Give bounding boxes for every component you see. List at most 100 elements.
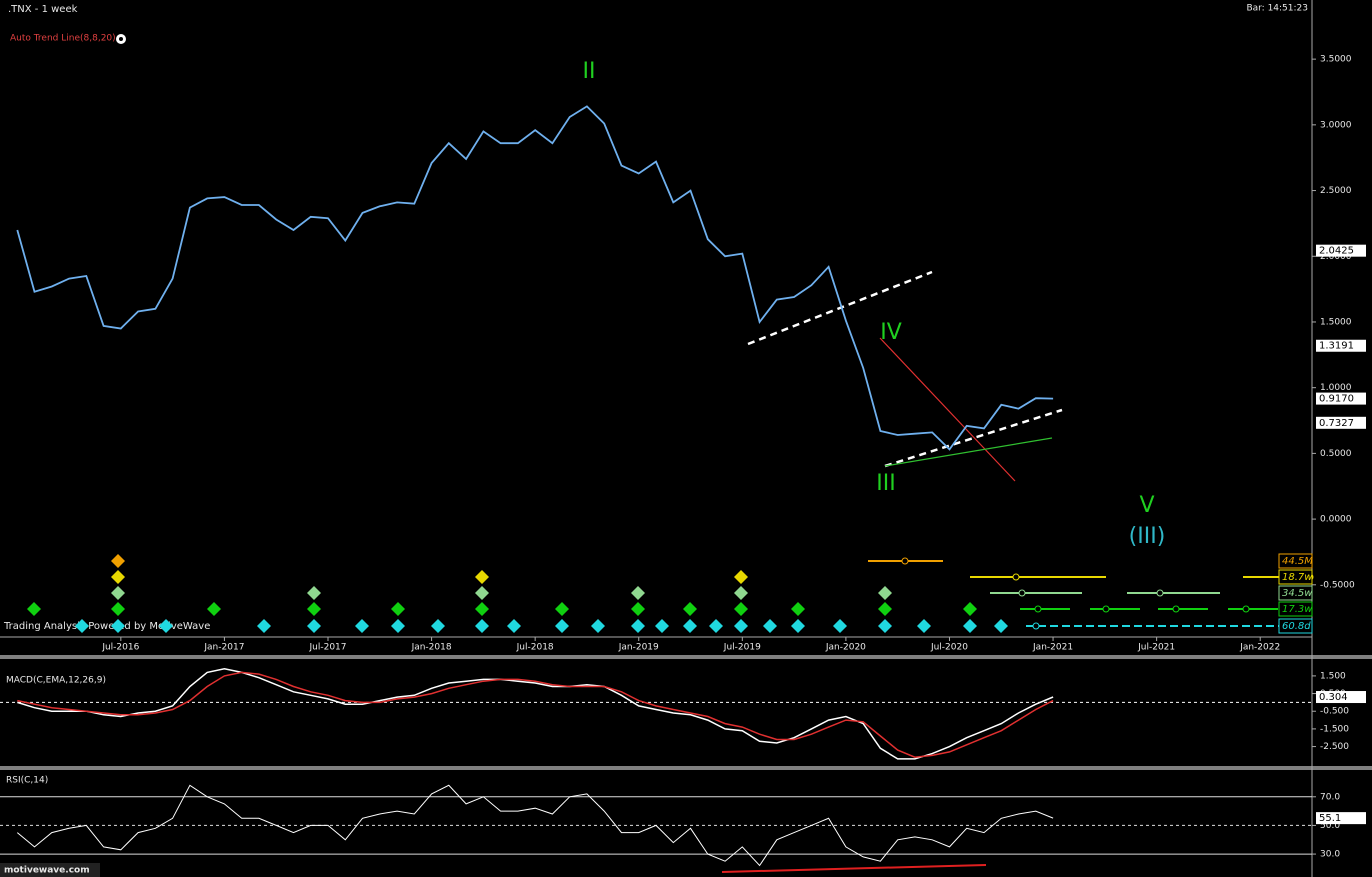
cycle-label: 18.7w (1282, 572, 1313, 583)
cycle-diamond (307, 602, 321, 616)
cycle-diamond (994, 619, 1008, 633)
logo-box (0, 863, 100, 877)
cycle-point (901, 557, 909, 565)
value-box (1316, 416, 1366, 429)
cycle-diamond (475, 570, 489, 584)
cycle-diamond (791, 619, 805, 633)
cycle-label: 44.5M (1282, 556, 1313, 567)
y-tick-label: 2.0000 (1320, 252, 1352, 262)
trend-line (884, 408, 1063, 468)
y-tick-label: -0.5000 (1320, 580, 1355, 590)
cycle-diamond (833, 619, 847, 633)
cycle-diamond (963, 619, 977, 633)
y-tick-label: 0.5000 (1320, 449, 1352, 459)
x-tick-label: Jul-2020 (930, 643, 968, 653)
value-box (1316, 244, 1366, 257)
wave-label: (III) (1129, 524, 1166, 549)
cycle-diamond (709, 619, 723, 633)
cycle-diamond (391, 619, 405, 633)
value-box (1316, 392, 1366, 405)
cycle-diamond (631, 602, 645, 616)
bar-time: Bar: 14:51:23 (1246, 4, 1308, 14)
value-label: 0.9170 (1319, 394, 1354, 405)
cycle-diamond (734, 586, 748, 600)
cycle-label-box (1278, 585, 1313, 601)
series-line (17, 668, 1054, 760)
cycle-point (1032, 622, 1040, 630)
footer-text: Trading Analysis Powered by MotiveWave (3, 621, 210, 632)
cycle-diamond (159, 619, 173, 633)
x-tick-label: Jan-2020 (825, 643, 866, 653)
cycle-point (1102, 605, 1110, 613)
value-label: 2.0425 (1319, 246, 1354, 257)
chart-title: .TNX - 1 week (8, 4, 78, 15)
x-tick-label: Jan-2018 (411, 643, 452, 653)
y-tick-label: 2.5000 (1320, 186, 1352, 196)
series-line (16, 784, 1054, 867)
cycle-label: 60.8d (1282, 621, 1311, 632)
panel-separator (0, 766, 1372, 770)
wave-label: IV (880, 320, 902, 345)
y-tick-label: 3.0000 (1320, 120, 1352, 130)
cycle-diamond (307, 619, 321, 633)
cycle-diamond (391, 602, 405, 616)
value-box (1316, 339, 1366, 352)
series-line (16, 105, 1054, 451)
value-label: 1.3191 (1319, 341, 1354, 352)
cycle-label: 17.3w (1282, 604, 1313, 615)
cycle-diamond (878, 619, 892, 633)
cycle-diamond (878, 602, 892, 616)
trend-line (884, 437, 1053, 467)
y-tick-label: 1.0000 (1320, 383, 1352, 393)
cycle-diamond (655, 619, 669, 633)
cycle-diamond (75, 619, 89, 633)
cycle-diamond (591, 619, 605, 633)
cycle-diamond (475, 619, 489, 633)
cycle-point (1172, 605, 1180, 613)
cycle-label-box (1278, 618, 1313, 634)
cycle-diamond (917, 619, 931, 633)
x-tick-label: Jul-2018 (516, 643, 554, 653)
cycle-diamond (555, 602, 569, 616)
cycle-diamond (27, 602, 41, 616)
cycle-diamond (507, 619, 521, 633)
y-tick-label: 0.0000 (1320, 515, 1352, 525)
cycle-diamond (111, 602, 125, 616)
cycle-diamond (475, 602, 489, 616)
cycle-diamond (878, 586, 892, 600)
cycle-diamond (963, 602, 977, 616)
x-tick-label: Jul-2019 (723, 643, 761, 653)
cycle-diamond (734, 570, 748, 584)
value-label: 0.304 (1319, 692, 1348, 703)
cycle-diamond (111, 554, 125, 568)
cycle-diamond (631, 586, 645, 600)
y-tick-label: -1.500 (1320, 724, 1349, 734)
y-tick-label: -2.500 (1320, 742, 1349, 752)
settings-icon[interactable] (116, 34, 126, 44)
cycle-label-box (1278, 601, 1313, 617)
value-label: 0.7327 (1319, 418, 1354, 429)
x-tick-label: Jan-2022 (1239, 643, 1280, 653)
cycle-point (1156, 589, 1164, 597)
wave-label: II (583, 59, 596, 84)
value-box (1316, 691, 1366, 704)
x-tick-label: Jan-2017 (203, 643, 244, 653)
x-tick-label: Jul-2016 (101, 643, 139, 653)
macd-title: MACD(C,EMA,12,26,9) (6, 676, 106, 686)
y-tick-label: -0.500 (1320, 707, 1349, 717)
cycle-diamond (763, 619, 777, 633)
panel-separator (0, 655, 1372, 659)
cycle-diamond (111, 570, 125, 584)
y-tick-label: 1.500 (1320, 671, 1346, 681)
cycle-point (1012, 573, 1020, 581)
value-box (1316, 812, 1366, 825)
cycle-diamond (631, 619, 645, 633)
cycle-label-box (1278, 569, 1313, 585)
cycle-diamond (355, 619, 369, 633)
indicator-label: Auto Trend Line(8,8,20) (10, 34, 116, 44)
cycle-diamond (683, 619, 697, 633)
cycle-diamond (475, 586, 489, 600)
